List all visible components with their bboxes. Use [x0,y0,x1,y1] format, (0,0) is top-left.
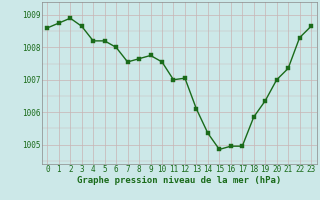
X-axis label: Graphe pression niveau de la mer (hPa): Graphe pression niveau de la mer (hPa) [77,176,281,185]
